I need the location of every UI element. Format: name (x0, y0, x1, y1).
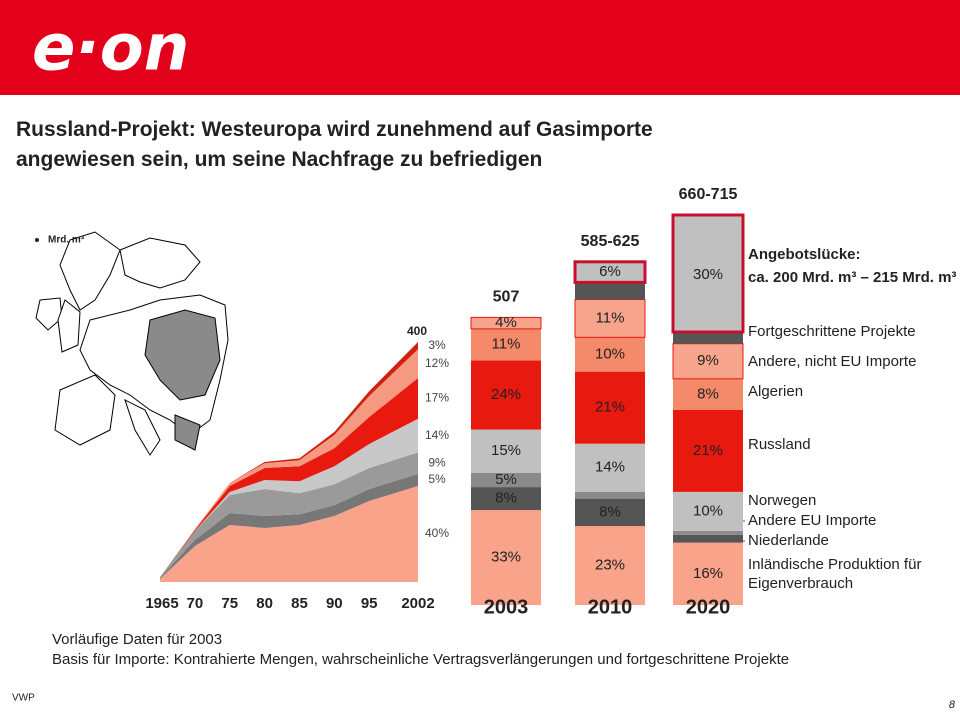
bar-segment (672, 343, 744, 380)
total-label: 660-715 (679, 186, 738, 203)
bar-segment (471, 510, 541, 605)
bar-segment (471, 472, 541, 488)
area-band (160, 474, 418, 579)
end-label: 17% (425, 391, 449, 405)
end-label: 40% (425, 526, 449, 540)
segment-label: 15% (491, 442, 521, 459)
source: VWP (12, 693, 35, 704)
x-tick-label: 80 (256, 595, 273, 612)
bar-segment (671, 213, 745, 334)
bar-segment (673, 378, 743, 410)
title-line: angewiesen sein, um seine Nachfrage zu b… (16, 148, 543, 171)
bar-segment (470, 316, 542, 330)
legend-label: Inländische Produktion für Eigenverbrauc… (748, 556, 922, 592)
segment-label: 10% (693, 502, 723, 519)
bar-segment (575, 526, 645, 605)
segment-label: 16% (693, 565, 723, 582)
legend-label: Russland (748, 436, 811, 453)
segment-label: 11% (596, 309, 625, 326)
bar-segment (471, 429, 541, 473)
total-label: 507 (493, 289, 520, 306)
bar-segment (575, 282, 645, 300)
footnote: Vorläufige Daten für 2003 (52, 631, 223, 648)
x-tick-label: 70 (187, 595, 204, 612)
legend-label: Fortgeschrittene Projekte (748, 323, 916, 340)
bar-segment (673, 410, 743, 492)
segment-label: 30% (693, 266, 723, 283)
segment-label: 8% (599, 503, 621, 520)
bar-segment (471, 360, 541, 430)
end-label: 5% (428, 472, 446, 486)
x-tick-label: 85 (291, 595, 308, 612)
logo: e·on (32, 12, 189, 86)
segment-label: 24% (491, 386, 521, 403)
end-label: 14% (425, 428, 449, 442)
area-band (160, 418, 418, 578)
segment-label: 11% (492, 336, 521, 353)
bar-segment (575, 371, 645, 444)
segment-label: 8% (495, 490, 517, 507)
segment-label: 5% (495, 471, 517, 488)
bar-segment (575, 337, 645, 372)
end-total: 400 (407, 324, 427, 338)
area-band (160, 452, 418, 578)
x-tick-label: 95 (361, 595, 378, 612)
bar-segment (575, 498, 645, 527)
bar-segment (673, 332, 743, 344)
area-band (160, 349, 418, 578)
bar-segment (673, 542, 743, 605)
x-tick-label: 90 (326, 595, 343, 612)
legend-label: Algerien (748, 383, 804, 400)
category-label: 2003 (484, 596, 529, 618)
legend-label: Angebotslücke: (748, 246, 861, 263)
bar-segment (575, 491, 645, 499)
end-label: 12% (425, 356, 449, 370)
segment-label: 21% (595, 399, 625, 416)
bar-segment (575, 443, 645, 492)
segment-label: 14% (595, 459, 625, 476)
segment-label: 9% (697, 352, 719, 369)
segment-label: 33% (491, 549, 521, 566)
header-band (0, 0, 960, 95)
bar-segment (471, 328, 541, 361)
area-band (160, 486, 418, 582)
legend-label: Norwegen (748, 492, 817, 509)
x-tick-label: 1965 (145, 595, 178, 612)
title-line: Russland-Projekt: Westeuropa wird zunehm… (16, 118, 653, 141)
x-tick-label: 75 (221, 595, 238, 612)
bar-segment (471, 487, 541, 511)
segment-label: 10% (595, 345, 625, 362)
bullet (35, 238, 39, 242)
bar-segment (574, 299, 646, 338)
segment-label: 4% (495, 314, 517, 331)
legend-note: ca. 200 Mrd. m³ – 215 Mrd. m³ (748, 269, 957, 286)
x-tick-label: 2002 (401, 595, 434, 612)
bar-segment (573, 260, 647, 284)
page-number: 8 (949, 699, 956, 711)
segment-label: 21% (693, 442, 723, 459)
end-label: 9% (428, 455, 446, 469)
europe-map (35, 231, 229, 456)
legend-label: Niederlande (748, 532, 829, 549)
legend-label: Andere, nicht EU Importe (748, 353, 917, 370)
segment-label: 6% (599, 263, 621, 280)
legend-label: Andere EU Importe (748, 512, 877, 529)
bar-segment (673, 534, 743, 543)
area-band (160, 342, 418, 578)
bar-segment (673, 491, 743, 531)
total-label: 585-625 (581, 233, 640, 250)
end-label: 3% (428, 338, 446, 352)
category-label: 2020 (686, 596, 731, 618)
footnote: Basis für Importe: Kontrahierte Mengen, … (52, 651, 790, 668)
area-band (160, 378, 418, 578)
unit-note: Mrd. m³ (48, 235, 85, 246)
bar-segment (673, 530, 743, 535)
category-label: 2010 (588, 596, 633, 618)
segment-label: 23% (595, 557, 625, 574)
segment-label: 8% (697, 385, 719, 402)
